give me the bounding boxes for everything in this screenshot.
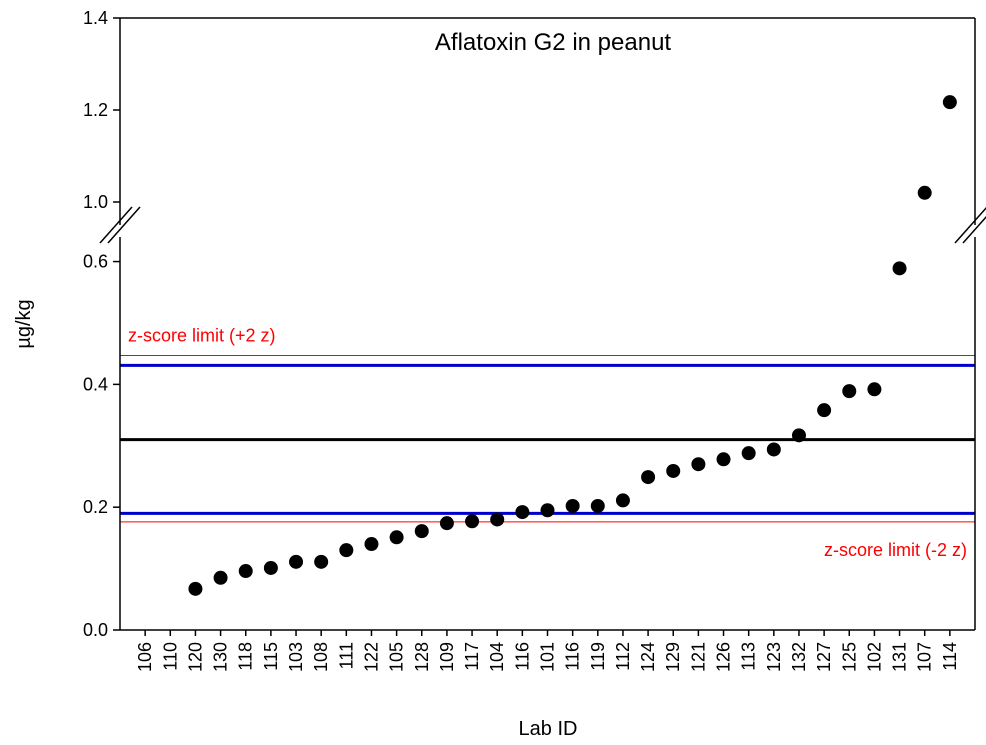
axis-break [954, 206, 986, 244]
data-point [465, 514, 480, 529]
chart-title: Aflatoxin G2 in peanut [435, 29, 671, 56]
x-tick-label: 122 [361, 642, 381, 672]
y-tick-label: 0.6 [83, 252, 108, 272]
y-tick-label: 0.0 [83, 620, 108, 640]
x-tick-label: 106 [135, 642, 155, 672]
x-tick-label: 111 [336, 642, 356, 669]
y-tick-label: 1.2 [83, 100, 108, 120]
x-tick-label: 129 [663, 642, 683, 672]
data-point [641, 470, 656, 485]
data-point [892, 261, 907, 276]
x-tick-label: 115 [261, 642, 281, 671]
data-point [565, 498, 580, 513]
x-tick-label: 121 [688, 642, 708, 672]
data-point [590, 498, 605, 513]
axis-break [107, 206, 141, 244]
y-tick-label: 1.0 [83, 192, 108, 212]
y-tick-label: 0.4 [83, 374, 108, 394]
x-tick-label: 117 [462, 642, 482, 671]
x-tick-label: 109 [437, 642, 457, 672]
x-tick-label: 120 [185, 642, 205, 672]
data-point [691, 457, 706, 472]
axis-break [99, 206, 133, 244]
y-tick-label: 1.4 [83, 8, 108, 28]
x-tick-label: 105 [387, 642, 407, 672]
x-tick-label: 127 [814, 642, 834, 672]
x-tick-label: 119 [588, 642, 608, 671]
data-point [238, 564, 253, 579]
x-tick-label: 102 [864, 642, 884, 672]
data-point [490, 512, 505, 527]
data-point [741, 446, 756, 461]
x-tick-label: 107 [915, 642, 935, 672]
data-point [716, 452, 731, 467]
x-tick-label: 103 [286, 642, 306, 672]
axis-break [962, 215, 986, 244]
x-tick-label: 104 [487, 642, 507, 672]
data-point [867, 382, 882, 397]
y-tick-label: 0.2 [83, 497, 108, 517]
data-point [666, 463, 681, 478]
x-tick-label: 130 [211, 642, 231, 672]
data-point [314, 554, 329, 569]
data-point [439, 516, 454, 531]
data-point [339, 543, 354, 558]
data-point [364, 537, 379, 552]
x-tick-label: 126 [714, 642, 734, 672]
data-point [188, 581, 203, 596]
x-tick-label: 110 [160, 642, 180, 671]
data-point [817, 403, 832, 418]
data-point [263, 560, 278, 575]
data-point [414, 524, 429, 539]
data-point [289, 554, 304, 569]
x-tick-label: 108 [311, 642, 331, 672]
x-tick-label: 116 [512, 642, 532, 671]
x-tick-label: 128 [412, 642, 432, 672]
data-point [791, 428, 806, 443]
x-tick-label: 116 [563, 642, 583, 671]
y-axis-label: µg/kg [13, 299, 35, 348]
data-point [515, 505, 530, 520]
data-point [540, 503, 555, 518]
data-point [389, 530, 404, 545]
data-point [917, 185, 932, 200]
x-tick-label: 132 [789, 642, 809, 672]
x-tick-label: 113 [739, 642, 759, 671]
data-point [615, 493, 630, 508]
data-point [213, 570, 228, 585]
x-tick-label: 131 [890, 642, 910, 672]
data-point [942, 95, 957, 110]
x-tick-label: 114 [940, 642, 960, 671]
data-point [842, 384, 857, 399]
reference-label: z-score limit (-2 z) [824, 540, 967, 560]
reference-label: z-score limit (+2 z) [128, 326, 276, 346]
data-point [766, 442, 781, 457]
x-axis-label: Lab ID [519, 718, 578, 740]
x-tick-label: 125 [839, 642, 859, 672]
x-tick-label: 123 [764, 642, 784, 672]
x-tick-label: 101 [538, 642, 558, 672]
x-tick-label: 124 [638, 642, 658, 672]
x-tick-label: 118 [236, 642, 256, 671]
x-tick-label: 112 [613, 642, 633, 671]
